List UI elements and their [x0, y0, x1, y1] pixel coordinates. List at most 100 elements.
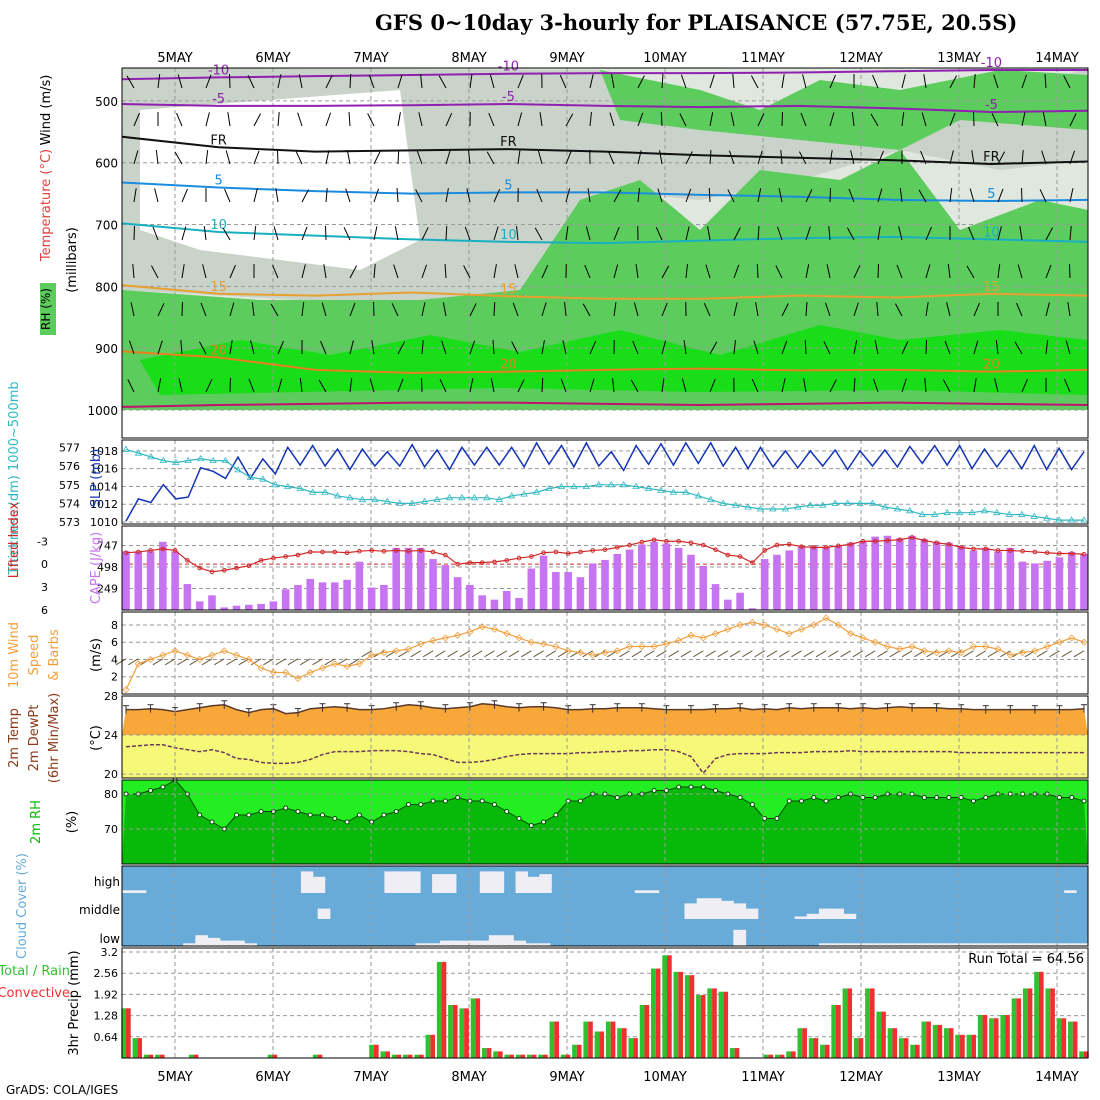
- wind-barb-10m: [435, 650, 446, 658]
- cape-bar: [625, 549, 634, 610]
- thickness-point: [557, 482, 566, 490]
- cape-bar: [859, 540, 867, 610]
- precip-total-bar: [121, 1008, 126, 1058]
- wind-speed-point: [478, 623, 486, 631]
- cape-bar: [785, 550, 794, 610]
- wind-barb: [829, 112, 835, 127]
- cape-bar: [687, 554, 695, 610]
- wind-barb: [846, 227, 855, 241]
- wind-barb: [469, 303, 477, 317]
- isotherm-label: -5: [502, 90, 515, 105]
- temp-panel-unit: (°C): [89, 725, 104, 751]
- wind-barb: [253, 113, 262, 127]
- wind-barb: [805, 226, 811, 241]
- wind-barb: [872, 74, 879, 89]
- lifted-index-axis-label: Lifted Index: [7, 501, 22, 578]
- date-label-bottom: 11MAY: [741, 1070, 785, 1085]
- wind-barb: [369, 378, 375, 393]
- precip-convective-bar: [960, 1034, 965, 1058]
- lifted-index-point: [565, 551, 571, 556]
- dewpt-line: [125, 744, 1084, 775]
- wind-barb: [1069, 188, 1074, 203]
- wind-barb: [709, 74, 715, 89]
- cape-bar: [1055, 557, 1064, 610]
- cape-bar: [195, 601, 204, 610]
- wind-barb-10m: [263, 658, 274, 666]
- wind-barb: [944, 340, 951, 355]
- thickness-point: [657, 486, 665, 493]
- wind-barb: [421, 227, 429, 241]
- wind-barb-10m: [336, 658, 348, 666]
- wind-barb: [229, 340, 233, 355]
- precip-convective-bar: [486, 1048, 492, 1058]
- wind-barb: [870, 113, 879, 127]
- precip-convective-bar: [926, 1021, 931, 1058]
- wind-speed-point: [527, 638, 535, 646]
- thickness-point: [532, 488, 541, 495]
- cape-bar: [478, 595, 486, 610]
- wind-barb-10m: [778, 650, 790, 658]
- cape-bar: [208, 595, 216, 610]
- cape-bar: [662, 543, 671, 610]
- wind-barb: [637, 188, 640, 203]
- thickness-tick-label: 577: [59, 442, 80, 455]
- wind-speed-point: [847, 630, 855, 638]
- thickness-point: [881, 503, 889, 510]
- cloud-cell: [634, 890, 648, 893]
- wind-barb: [703, 303, 711, 317]
- cape-bar: [613, 553, 622, 610]
- wind-barb-10m: [864, 650, 876, 658]
- lifted-index-point: [872, 538, 878, 544]
- wind-barb: [637, 75, 645, 89]
- pressure-tick-label: 700: [95, 219, 118, 233]
- rh2m-point: [283, 805, 289, 811]
- wind-barb: [251, 302, 255, 317]
- thickness-point: [868, 499, 877, 506]
- precip-total-bar: [594, 1031, 600, 1058]
- precip-total-bar: [403, 1054, 408, 1058]
- rh2m-point: [381, 812, 387, 818]
- wind-barb: [757, 225, 760, 241]
- wind-speed-point: [159, 651, 167, 659]
- wind-barb-10m: [766, 650, 778, 658]
- slp-tick-label: 1016: [90, 463, 118, 476]
- wind-barb-10m: [398, 650, 409, 658]
- wind-barb: [853, 377, 856, 393]
- precip-axis-label: 3hr Precip (mm): [67, 950, 82, 1055]
- precip-total-bar: [1045, 988, 1051, 1058]
- isotherm-label: 10: [210, 218, 227, 233]
- wind-barb: [872, 378, 879, 393]
- temp-fill: [122, 703, 1088, 736]
- isotherm-label: -5: [212, 92, 225, 107]
- wind-barb-10m: [889, 650, 901, 658]
- cape-bar: [502, 591, 511, 610]
- wind-barb: [685, 264, 688, 279]
- thickness-point: [483, 494, 491, 501]
- wind-barb: [778, 188, 783, 203]
- cape-bar: [1031, 563, 1039, 610]
- wind-barb: [133, 188, 137, 203]
- wind-barb: [180, 340, 183, 355]
- wind-barb: [418, 112, 423, 127]
- cloud-cell: [122, 890, 135, 893]
- wind-barb: [613, 302, 617, 317]
- slp-tick-label: 1014: [90, 480, 118, 493]
- wind-barb: [826, 264, 831, 279]
- thickness-point: [196, 454, 205, 462]
- lifted-index-point: [258, 558, 264, 563]
- wind-barb: [301, 226, 308, 241]
- wind-barb-10m: [238, 658, 250, 666]
- wind-barb-10m: [742, 650, 753, 658]
- wind-barb-10m: [914, 650, 925, 658]
- cape-bar: [146, 551, 155, 610]
- wind-barb-10m: [643, 650, 655, 658]
- wind-barb: [947, 264, 951, 279]
- wind-barb: [709, 341, 718, 355]
- wind-barb: [798, 151, 807, 165]
- cape-bar: [355, 561, 364, 610]
- lifted-index-point: [541, 550, 546, 556]
- wind-speed-point: [933, 649, 941, 657]
- precip-convective-bar: [824, 1044, 830, 1058]
- rh2m-point: [934, 795, 940, 800]
- precip-convective-bar: [441, 961, 447, 1058]
